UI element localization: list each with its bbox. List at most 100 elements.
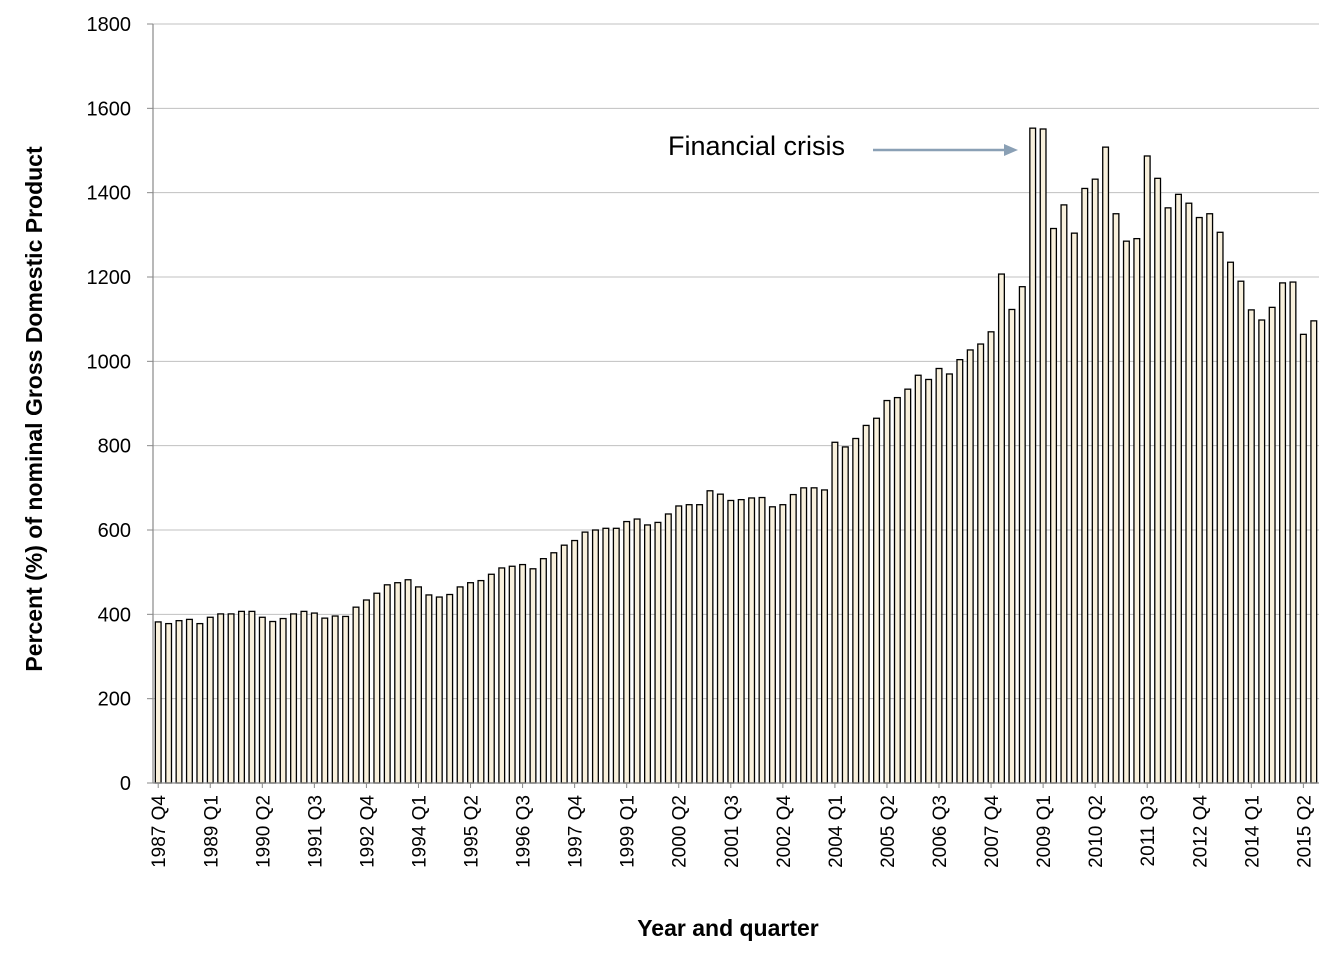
bar — [310, 612, 318, 784]
bar — [966, 349, 974, 784]
bar — [1185, 202, 1193, 784]
x-tick-label: 1991 Q3 — [305, 795, 326, 868]
x-tick-label: 1995 Q2 — [462, 795, 483, 868]
y-tick-label: 600 — [98, 520, 131, 542]
x-tick-label: 2005 Q2 — [878, 795, 899, 868]
bar — [248, 610, 256, 784]
x-axis-title: Year and quarter — [637, 915, 819, 941]
bar — [883, 399, 891, 784]
bar — [331, 615, 339, 784]
bar — [290, 613, 298, 784]
bar — [446, 593, 454, 784]
x-tick-labels: 1987 Q4 1989 Q1 1990 Q2 1991 Q3 1992 Q4 1994 … — [149, 795, 1315, 868]
bar — [904, 388, 912, 784]
x-tick-label: 1999 Q1 — [618, 795, 639, 868]
bar — [529, 568, 537, 784]
bar — [425, 594, 433, 784]
bar — [602, 527, 610, 784]
bar — [1029, 127, 1037, 784]
bar — [727, 499, 735, 784]
bar — [664, 513, 672, 784]
bar — [217, 613, 225, 784]
bar — [1133, 237, 1141, 784]
y-tick-label: 1200 — [87, 267, 132, 289]
bar — [560, 544, 568, 784]
x-tick-label: 1989 Q1 — [201, 795, 222, 868]
bar — [779, 504, 787, 784]
x-tick-label: 1994 Q1 — [409, 795, 430, 868]
bar — [394, 582, 402, 784]
x-tick-label: 2010 Q2 — [1086, 795, 1107, 868]
gridlines — [153, 23, 1319, 700]
bar — [800, 487, 808, 784]
bar — [1195, 216, 1203, 784]
bar — [237, 610, 246, 784]
bar — [1008, 308, 1016, 784]
x-tick-label: 2004 Q1 — [826, 795, 847, 868]
bar — [342, 615, 350, 784]
bar — [373, 592, 381, 784]
bar — [1289, 281, 1297, 784]
bar — [748, 497, 756, 784]
x-tick-label: 2009 Q1 — [1034, 795, 1055, 868]
bar — [519, 563, 527, 784]
bar — [789, 493, 797, 784]
bar — [175, 620, 183, 784]
bar — [487, 573, 495, 784]
x-tick-label: 2015 Q2 — [1294, 795, 1315, 868]
x-tick-label: 2011 Q3 — [1138, 795, 1159, 866]
annotation: Financial crisis — [668, 131, 1018, 161]
y-axis-title: Percent (%) of nominal Gross Domestic Pr… — [21, 146, 47, 672]
bar — [352, 606, 360, 784]
bar — [571, 539, 579, 784]
bar — [1122, 240, 1130, 784]
bar — [1206, 213, 1214, 784]
bar — [644, 524, 652, 784]
y-tick-labels: 0 200 400 600 800 1000 1200 1400 1600 1800 — [87, 14, 132, 795]
y-tick-label: 400 — [98, 604, 131, 626]
bar — [956, 358, 964, 784]
x-tick-label: 1996 Q3 — [514, 795, 535, 868]
x-tick-label: 1987 Q4 — [149, 795, 170, 868]
bar — [810, 487, 818, 784]
bar — [1247, 309, 1255, 784]
bar — [477, 579, 485, 784]
bar — [831, 441, 839, 784]
bar — [862, 424, 870, 784]
bar — [1081, 187, 1089, 784]
bar — [935, 367, 943, 784]
x-tick-label: 1992 Q4 — [357, 795, 378, 868]
bar — [1299, 333, 1307, 784]
bar — [1227, 261, 1235, 784]
bar — [716, 493, 724, 784]
bar — [467, 582, 475, 784]
bar — [675, 505, 683, 784]
bar — [539, 558, 547, 784]
bar — [383, 584, 391, 784]
bar — [987, 331, 995, 784]
bar — [258, 616, 266, 784]
bar — [654, 521, 662, 784]
bar — [591, 529, 599, 784]
bar — [768, 506, 776, 784]
bar — [196, 622, 204, 784]
bar — [1258, 319, 1266, 784]
bar — [300, 610, 308, 784]
bar — [550, 552, 558, 784]
bar — [321, 617, 329, 784]
bars — [154, 127, 1318, 784]
axes — [147, 23, 1319, 788]
bar — [1143, 155, 1151, 784]
bar — [508, 565, 516, 784]
bar — [612, 527, 620, 784]
bar — [873, 417, 881, 784]
bar — [1279, 282, 1287, 784]
bar — [1112, 213, 1120, 784]
y-tick-label: 1600 — [87, 98, 132, 120]
annotation-text: Financial crisis — [668, 131, 845, 161]
bar — [185, 618, 193, 784]
bar — [279, 617, 287, 784]
y-tick-label: 0 — [120, 773, 131, 795]
bar — [758, 496, 766, 784]
